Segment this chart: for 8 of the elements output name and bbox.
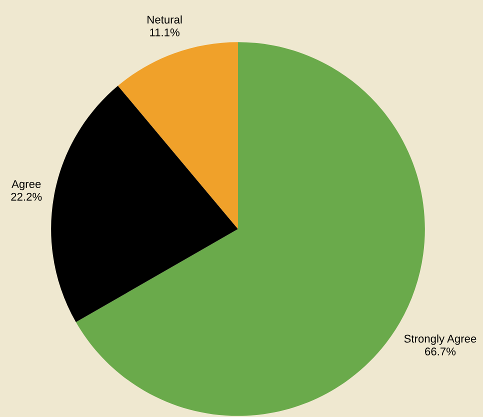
- pie-slice: [51, 86, 238, 322]
- data-label: 11.1%: [150, 28, 180, 36]
- data-label: 22.2%: [11, 192, 42, 201]
- slice-label: Strongly Agree: [404, 334, 476, 345]
- data-label: 66.7%: [425, 348, 456, 356]
- pie-slice: [118, 42, 238, 229]
- slice-label: Netural: [148, 15, 182, 24]
- slice-label: Agree: [12, 180, 41, 190]
